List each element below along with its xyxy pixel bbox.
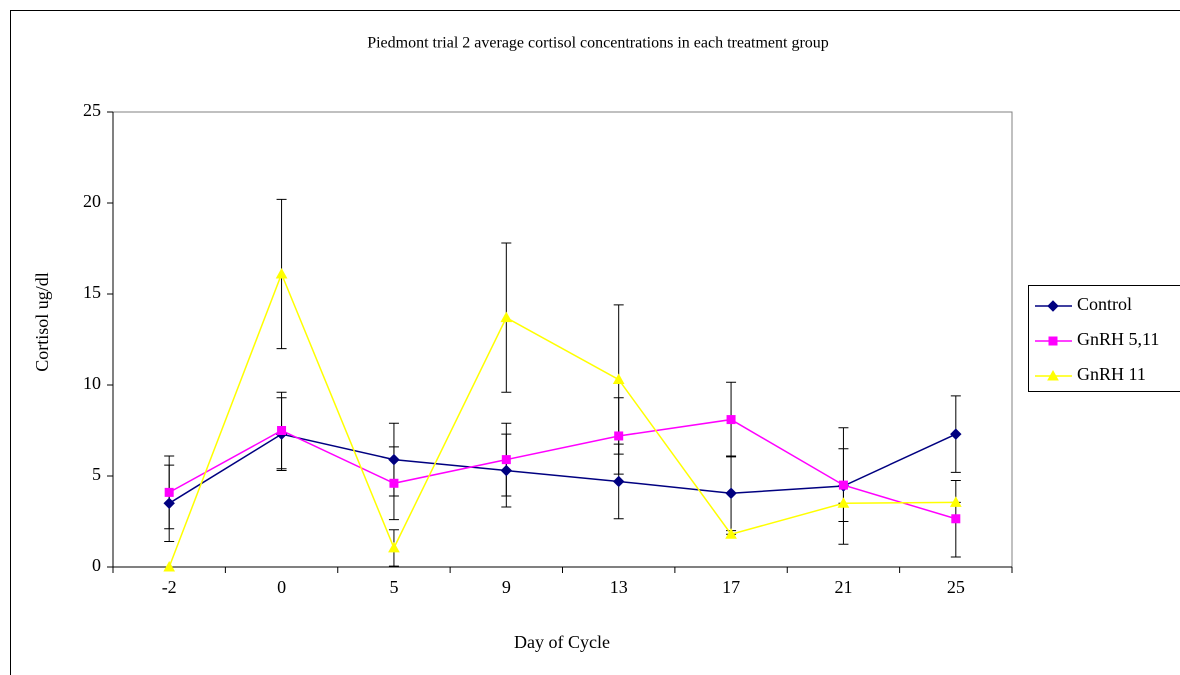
x-tick-label: -2 — [162, 577, 177, 597]
series-line — [168, 271, 956, 568]
data-point — [612, 373, 625, 385]
legend-label: GnRH 5,11 — [1077, 329, 1159, 349]
x-tick-label: 0 — [277, 577, 286, 597]
x-tick-label: 25 — [947, 577, 965, 597]
data-point — [725, 528, 737, 539]
data-point — [612, 475, 625, 488]
x-axis-title: Day of Cycle — [514, 632, 610, 652]
data-point — [277, 426, 287, 435]
legend-label: Control — [1077, 294, 1132, 314]
y-tick-label: 0 — [92, 555, 101, 575]
data-point — [726, 415, 736, 425]
legend-marker — [1047, 300, 1059, 312]
data-point — [389, 478, 399, 488]
chart-frame — [10, 10, 1180, 675]
x-tick-label: 21 — [834, 577, 852, 597]
data-point — [275, 267, 288, 279]
series-line — [168, 418, 957, 520]
data-point — [388, 453, 400, 466]
data-point — [163, 497, 175, 510]
data-point — [500, 311, 513, 323]
data-point — [388, 541, 400, 553]
legend-label: GnRH 11 — [1077, 364, 1146, 384]
legend-marker — [1048, 336, 1058, 346]
data-point — [950, 428, 962, 440]
legend-marker — [1047, 369, 1059, 381]
y-tick-label: 10 — [83, 373, 101, 393]
data-point — [614, 431, 624, 441]
chart-title: Piedmont trial 2 average cortisol concen… — [367, 35, 829, 52]
x-tick-label: 5 — [389, 577, 398, 597]
y-axis-title: Cortisol ug/dl — [32, 272, 52, 372]
series-line — [168, 433, 957, 504]
x-tick-label: 9 — [502, 577, 511, 597]
data-point — [500, 464, 513, 477]
data-point — [838, 480, 848, 490]
data-point — [949, 496, 962, 507]
y-tick-label: 15 — [83, 282, 101, 302]
plot-area — [112, 111, 1013, 568]
data-point — [837, 497, 850, 508]
y-tick-label: 20 — [83, 191, 101, 211]
y-tick-label: 25 — [83, 100, 101, 120]
data-point — [164, 487, 174, 497]
data-point — [951, 514, 961, 524]
x-tick-label: 17 — [722, 577, 740, 597]
data-point — [163, 560, 176, 572]
data-point — [725, 487, 737, 499]
data-point — [501, 455, 511, 465]
y-tick-label: 5 — [92, 464, 101, 484]
x-tick-label: 13 — [610, 577, 628, 597]
